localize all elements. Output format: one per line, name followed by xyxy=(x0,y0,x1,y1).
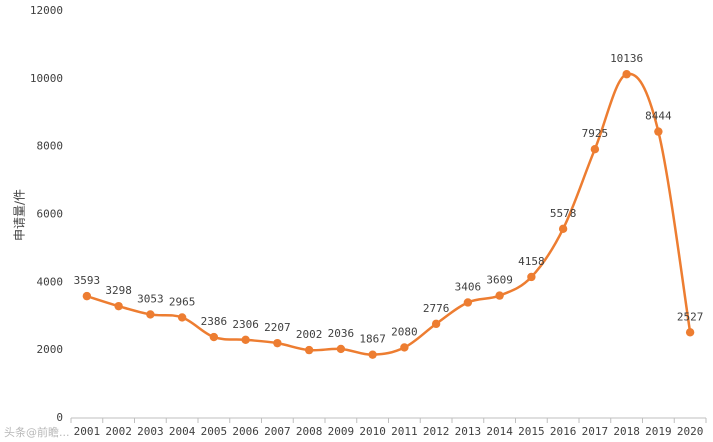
x-tick-label: 2015 xyxy=(518,425,545,438)
data-label: 3609 xyxy=(486,274,513,287)
y-axis: 0 2000 4000 6000 8000 10000 12000 xyxy=(30,4,63,424)
data-point xyxy=(685,328,695,337)
data-point xyxy=(463,298,473,307)
data-point xyxy=(209,332,219,342)
y-tick-label: 10000 xyxy=(30,72,63,85)
data-label: 2036 xyxy=(328,327,355,340)
y-tick-label: 8000 xyxy=(37,140,64,153)
data-point xyxy=(336,344,346,354)
x-tick-label: 2012 xyxy=(423,425,450,438)
x-tick-label: 2001 xyxy=(74,425,101,438)
y-tick-label: 0 xyxy=(56,411,63,424)
data-label: 5578 xyxy=(550,207,577,220)
data-point xyxy=(527,272,536,282)
series-line xyxy=(86,72,692,356)
y-tick-label: 4000 xyxy=(37,275,64,288)
data-point xyxy=(304,345,314,355)
data-point xyxy=(241,335,250,344)
y-tick-label: 2000 xyxy=(37,343,64,356)
data-label: 3593 xyxy=(74,274,101,287)
x-tick-label: 2020 xyxy=(677,425,704,438)
x-tick-label: 2019 xyxy=(645,425,672,438)
x-tick-label: 2013 xyxy=(455,425,482,438)
x-tick-label: 2016 xyxy=(550,425,577,438)
x-tick-label: 2007 xyxy=(264,425,291,438)
x-tick-label: 2014 xyxy=(486,425,513,438)
watermark: 头条@前瞻... xyxy=(4,425,70,439)
data-point xyxy=(114,301,123,311)
data-point xyxy=(177,313,187,322)
data-label: 3406 xyxy=(455,280,482,293)
data-point xyxy=(622,70,631,79)
data-label: 3298 xyxy=(105,284,132,297)
x-tick-label: 2018 xyxy=(613,425,640,438)
data-label: 10136 xyxy=(610,52,643,65)
data-label: 2080 xyxy=(391,325,418,338)
plot-area: 3593 3298 3053 2965 2386 2306 2207 2002 2036 1867… xyxy=(74,52,704,359)
data-label: 7925 xyxy=(582,127,609,140)
data-label: 2306 xyxy=(232,318,259,331)
data-point xyxy=(654,127,663,136)
x-tick-label: 2002 xyxy=(105,425,132,438)
data-point xyxy=(558,224,568,234)
data-label: 2002 xyxy=(296,328,323,341)
data-label: 3053 xyxy=(137,292,164,305)
data-point xyxy=(368,350,377,359)
x-tick-label: 2009 xyxy=(328,425,355,438)
x-tick-label: 2003 xyxy=(137,425,164,438)
data-label: 2386 xyxy=(201,315,228,328)
data-label: 2965 xyxy=(169,295,196,308)
x-tick-label: 2011 xyxy=(391,425,418,438)
x-axis: 2001 2002 2003 2004 2005 2006 2007 2008 2009 2010… xyxy=(70,417,707,438)
x-tick-label: 2008 xyxy=(296,425,323,438)
data-label: 2776 xyxy=(423,302,450,315)
data-label: 1867 xyxy=(359,333,386,346)
data-label: 8444 xyxy=(645,110,672,123)
data-label: 2527 xyxy=(677,310,704,323)
data-point xyxy=(400,343,409,352)
data-point xyxy=(431,319,441,329)
y-tick-label: 6000 xyxy=(37,208,64,221)
data-point xyxy=(495,291,504,300)
x-tick-label: 2017 xyxy=(582,425,609,438)
x-tick-label: 2006 xyxy=(232,425,259,438)
y-axis-label: 申请量/件 xyxy=(13,189,27,241)
data-point xyxy=(82,291,92,301)
data-point xyxy=(146,310,155,319)
y-tick-label: 12000 xyxy=(30,4,63,17)
x-tick-label: 2010 xyxy=(359,425,386,438)
data-label: 4158 xyxy=(518,255,545,268)
x-tick-label: 2004 xyxy=(169,425,196,438)
x-tick-label: 2005 xyxy=(201,425,228,438)
data-label: 2207 xyxy=(264,321,291,334)
data-point xyxy=(273,338,282,348)
data-point xyxy=(590,145,600,154)
